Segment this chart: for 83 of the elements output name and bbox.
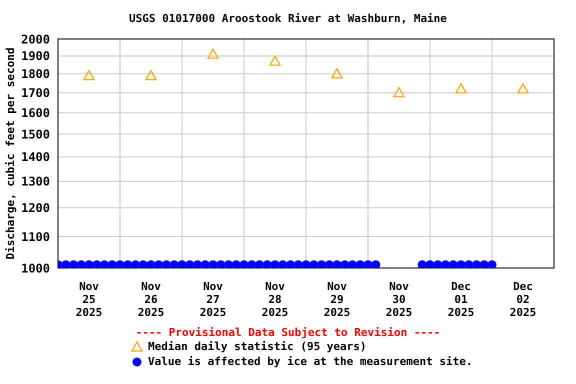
point: [146, 260, 156, 268]
point: [371, 260, 380, 268]
point: [302, 260, 310, 268]
y-tick-label: 1400: [21, 150, 50, 164]
point: [138, 260, 148, 268]
point: [464, 260, 474, 268]
y-tick-label: 1600: [21, 106, 50, 120]
point: [69, 260, 78, 268]
point: [162, 260, 171, 268]
point: [348, 260, 357, 268]
point: [185, 260, 194, 268]
point: [317, 260, 326, 268]
point: [294, 260, 303, 268]
point: [240, 260, 248, 268]
point: [123, 260, 132, 268]
point: [100, 260, 109, 268]
y-tick-label: 1900: [21, 49, 50, 64]
x-tick-label: Nov 28 2025: [262, 280, 288, 319]
text: ---- Provisional Data Subject to Revision ----: [134, 326, 442, 339]
y-tick-label: 1500: [21, 127, 50, 142]
point: [154, 260, 164, 268]
point: [83, 70, 95, 80]
point: [286, 260, 295, 268]
x-tick-label: Nov 26 2025: [138, 280, 164, 319]
point: [270, 260, 280, 268]
point: [441, 260, 450, 268]
point: [108, 260, 117, 268]
point: [207, 48, 219, 59]
point: [393, 87, 405, 98]
point: [332, 260, 342, 268]
x-tick-label: Nov 29 2025: [324, 280, 350, 319]
point: [262, 260, 272, 268]
point: [145, 70, 157, 80]
point: [116, 260, 124, 268]
point: [418, 260, 427, 268]
point: [426, 260, 434, 268]
legend-label: Value is affected by ice at the measurement site.: [148, 355, 473, 368]
legend-label: Median daily statistic (95 years): [148, 340, 367, 353]
x-tick-label: Nov 25 2025: [76, 280, 102, 319]
chart-title: USGS 01017000 Aroostook River at Washburn, Maine: [128, 12, 448, 25]
point: [324, 260, 334, 268]
point: [448, 260, 458, 268]
point: [433, 260, 442, 268]
point: [84, 260, 94, 268]
point: [340, 260, 350, 268]
point: [255, 260, 264, 268]
point: [480, 260, 489, 268]
y-axis-title: Discharge, cubic feet per second: [4, 48, 17, 260]
point: [455, 83, 467, 94]
y-tick-label: 1300: [21, 174, 50, 189]
point: [232, 260, 241, 268]
y-tick-label: 1000: [21, 261, 50, 276]
x-tick-label: Dec 02 2025: [510, 280, 536, 319]
y-tick-label: 1800: [21, 67, 50, 82]
point: [269, 56, 281, 66]
point: [208, 260, 218, 268]
point: [356, 260, 365, 268]
point: [178, 260, 186, 268]
point: [331, 68, 343, 78]
x-tick-label: Nov 27 2025: [200, 280, 226, 319]
point: [92, 260, 102, 268]
point: [488, 260, 496, 268]
point: [216, 260, 226, 268]
point: [278, 260, 288, 268]
point: [472, 260, 481, 268]
point: [170, 260, 179, 268]
point: [131, 260, 140, 268]
y-tick-label: 2000: [21, 32, 50, 46]
point: [200, 260, 210, 268]
point: [247, 260, 256, 268]
point: [456, 260, 466, 268]
point: [193, 260, 202, 268]
point: [76, 260, 86, 268]
y-tick-label: 1200: [21, 201, 50, 216]
x-tick-label: Dec 01 2025: [448, 280, 474, 319]
point: [364, 260, 372, 268]
point: [309, 260, 318, 268]
point: [517, 83, 529, 94]
point: [61, 260, 70, 268]
y-tick-label: 1700: [21, 86, 50, 100]
y-tick-label: 1100: [21, 230, 50, 244]
x-tick-label: Nov 30 2025: [386, 280, 412, 319]
point: [224, 260, 233, 268]
